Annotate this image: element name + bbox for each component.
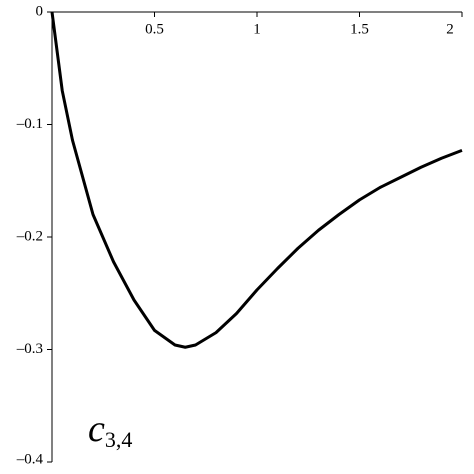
y-tick-label: –0.4 [16, 451, 44, 467]
x-tick-label: 0.5 [145, 21, 164, 37]
y-tick-label: –0.3 [16, 341, 43, 357]
x-tick-label: 2 [446, 21, 454, 37]
x-tick-label: 1.5 [350, 21, 369, 37]
annotation: c3,4 [88, 408, 132, 452]
line [50, 11, 463, 349]
x-tick-label: 1 [253, 21, 261, 37]
y-tick-label: –0.2 [16, 228, 43, 244]
y-tick-label: 0 [36, 3, 44, 19]
y-tick-label: –0.1 [16, 116, 43, 132]
